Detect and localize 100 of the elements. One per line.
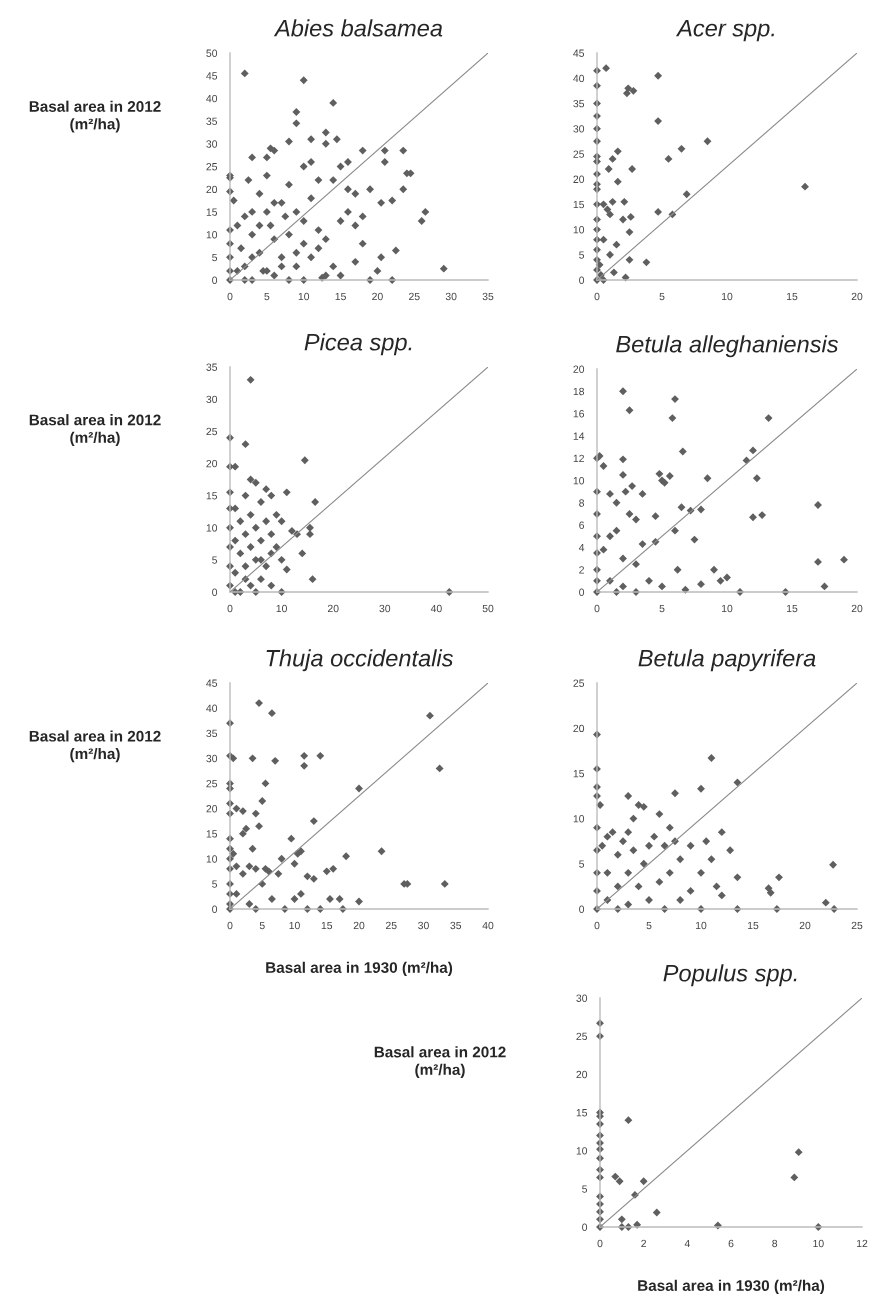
x-tick-label: 5 — [659, 604, 665, 613]
y-tick-label: 15 — [573, 200, 585, 209]
y-tick-label: 30 — [206, 140, 218, 148]
y-tick-label: 20 — [206, 459, 218, 468]
y-axis-title: Basal area in 2012 (m²/ha) — [29, 414, 161, 446]
x-tick-label: 30 — [445, 292, 457, 301]
x-tick-label: 15 — [787, 604, 798, 613]
y-tick-label: 16 — [573, 410, 585, 418]
x-tick-label: 0 — [594, 292, 600, 301]
x-tick-label: 25 — [409, 292, 420, 301]
y-tick-label: 25 — [576, 1032, 588, 1041]
y-tick-label: 20 — [576, 1070, 588, 1079]
y-tick-label: 35 — [206, 729, 218, 738]
x-tick-label: 0 — [594, 921, 600, 930]
y-tick-label: 10 — [206, 524, 218, 532]
x-tick-label: 2 — [641, 1239, 647, 1248]
y-tick-label: 10 — [573, 477, 585, 485]
y-tick-label: 0 — [579, 276, 585, 284]
x-tick-label: 10 — [276, 604, 287, 613]
x-tick-label: 20 — [851, 604, 863, 613]
y-tick-label: 5 — [212, 880, 218, 888]
y-tick-label: 5 — [212, 253, 218, 262]
y-tick-label: 35 — [206, 363, 218, 371]
x-tick-label: 50 — [482, 604, 494, 613]
y-tick-label: 25 — [206, 163, 218, 171]
x-tick-label: 5 — [646, 921, 652, 930]
x-tick-label: 0 — [227, 921, 233, 930]
y-tick-label: 20 — [206, 185, 218, 194]
x-tick-label: 0 — [594, 604, 600, 613]
x-tick-label: 40 — [482, 921, 494, 930]
x-tick-label: 0 — [227, 604, 233, 613]
y-tick-label: 15 — [206, 208, 218, 216]
x-tick-label: 20 — [372, 292, 383, 301]
y-tick-label: 45 — [206, 72, 218, 80]
y-tick-label: 0 — [212, 905, 218, 913]
y-tick-label: 30 — [206, 395, 218, 404]
x-tick-label: 5 — [259, 921, 265, 930]
x-tick-label: 35 — [482, 292, 494, 301]
y-tick-label: 25 — [573, 150, 585, 158]
x-tick-label: 25 — [851, 921, 863, 930]
x-tick-label: 10 — [813, 1239, 824, 1248]
chart-title: Betula papyrifera — [638, 649, 816, 672]
y-tick-label: 30 — [206, 754, 218, 763]
chart-title: Thuja occidentalis — [266, 649, 454, 672]
y-tick-label: 20 — [573, 724, 585, 733]
x-tick-label: 20 — [327, 604, 339, 613]
x-tick-label: 20 — [851, 292, 863, 301]
y-tick-label: 10 — [206, 855, 218, 863]
x-tick-label: 0 — [227, 292, 233, 301]
y-tick-label: 4 — [578, 544, 585, 552]
y-tick-label: 15 — [576, 1109, 588, 1117]
x-tick-label: 0 — [597, 1239, 603, 1248]
y-axis-title: Basal area in 2012 (m²/ha) — [29, 100, 161, 133]
x-tick-label: 10 — [722, 292, 733, 301]
x-tick-label: 40 — [430, 604, 442, 613]
x-tick-label: 30 — [379, 604, 391, 613]
y-tick-label: 45 — [206, 679, 218, 687]
y-tick-label: 0 — [582, 1223, 588, 1231]
y-tick-label: 25 — [206, 779, 218, 788]
y-axis-title: Basal area in 2012 (m²/ha) — [29, 730, 161, 763]
y-tick-label: 8 — [579, 499, 585, 507]
y-tick-label: 12 — [573, 454, 584, 462]
x-tick-label: 6 — [728, 1239, 734, 1248]
y-tick-label: 35 — [573, 99, 585, 108]
y-tick-label: 15 — [206, 492, 218, 500]
y-tick-label: 20 — [573, 175, 585, 183]
y-tick-label: 0 — [579, 905, 585, 913]
x-tick-label: 15 — [335, 292, 346, 301]
y-tick-label: 20 — [206, 805, 218, 813]
x-tick-label: 5 — [264, 292, 270, 301]
x-tick-label: 5 — [659, 292, 665, 301]
x-axis-title: Basal area in 1930 (m²/ha) — [266, 961, 453, 977]
x-tick-label: 10 — [722, 604, 733, 613]
y-tick-label: 5 — [212, 556, 218, 564]
chart-title: Picea spp. — [304, 333, 412, 356]
y-tick-label: 35 — [206, 117, 218, 125]
y-tick-label: 50 — [206, 49, 218, 57]
y-tick-label: 0 — [212, 276, 218, 284]
x-tick-label: 10 — [696, 921, 707, 930]
x-tick-label: 20 — [353, 921, 365, 930]
y-axis-title: Basal area in 2012 (m²/ha) — [374, 1046, 506, 1079]
x-tick-label: 15 — [321, 921, 333, 930]
x-tick-label: 25 — [385, 921, 397, 930]
x-tick-label: 15 — [748, 921, 759, 930]
y-tick-label: 18 — [573, 387, 585, 396]
y-tick-label: 25 — [206, 427, 218, 436]
y-tick-label: 40 — [206, 94, 218, 103]
y-tick-label: 20 — [573, 365, 585, 373]
y-tick-label: 40 — [573, 74, 585, 83]
y-tick-label: 6 — [579, 521, 585, 529]
y-tick-label: 5 — [579, 251, 585, 259]
y-tick-label: 40 — [206, 704, 218, 712]
y-tick-label: 25 — [573, 679, 585, 687]
x-tick-label: 4 — [684, 1239, 690, 1248]
x-tick-label: 20 — [799, 921, 811, 930]
y-tick-label: 5 — [579, 860, 585, 868]
chart-title: Populus spp. — [663, 964, 797, 987]
y-tick-label: 2 — [579, 566, 584, 574]
x-tick-label: 12 — [857, 1239, 868, 1248]
y-tick-label: 15 — [206, 830, 218, 838]
